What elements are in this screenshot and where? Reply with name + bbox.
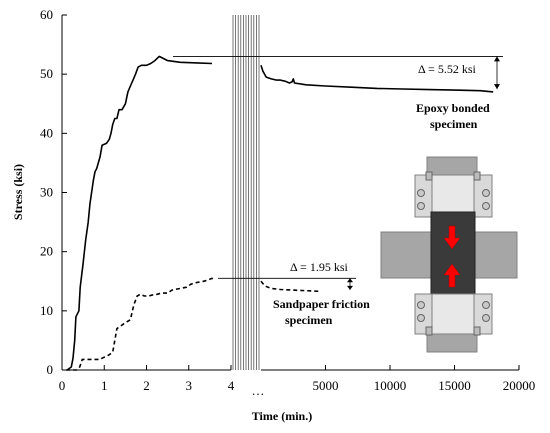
bolt: [417, 301, 425, 309]
sandpaper-series-left: [66, 277, 215, 371]
y-tick-label: 60: [40, 7, 53, 22]
fixture-bottom-inner: [431, 293, 475, 335]
x-tick-label: 0: [59, 378, 66, 393]
sandpaper-delta-arrowhead-up: [347, 278, 353, 283]
sandpaper-delta-label: Δ = 1.95 ksi: [290, 260, 348, 274]
bolt: [482, 301, 490, 309]
fixture-top-inner: [431, 174, 475, 218]
epoxy-delta-label: Δ = 5.52 ksi: [418, 62, 476, 76]
x-tick-label: 3: [186, 378, 193, 393]
bolt: [482, 189, 490, 197]
x-tick-label: 10000: [374, 378, 407, 393]
epoxy-label-line1: Epoxy bonded: [416, 101, 490, 115]
sandpaper-label-line2: specimen: [285, 313, 333, 327]
y-tick-label: 40: [40, 125, 53, 140]
x-tick-label: 5000: [313, 378, 339, 393]
y-tick-label: 0: [47, 362, 54, 377]
bolt: [417, 314, 425, 322]
test-fixture-inset: [380, 156, 518, 353]
grip-nut: [473, 326, 481, 336]
fixture-top-tab: [426, 156, 478, 176]
arrow-up-icon: [443, 263, 461, 288]
epoxy-series-left: [66, 55, 213, 371]
sandpaper-series-right: [260, 280, 320, 293]
x-tick-label: 15000: [438, 378, 471, 393]
series-layer: [66, 55, 494, 371]
epoxy-delta-arrowhead-up: [494, 56, 500, 62]
grip-nut: [473, 171, 481, 181]
fixture-bottom-tab: [426, 333, 478, 353]
epoxy-label-line2: specimen: [430, 117, 478, 131]
x-axis-title: Time (min.): [252, 409, 312, 423]
axis-break-band: [232, 15, 260, 370]
x-tick-label: 20000: [503, 378, 536, 393]
grip-nut: [425, 171, 433, 181]
delta-annotations: [173, 56, 503, 290]
arrow-down-icon: [443, 225, 461, 250]
x-tick-label: 2: [143, 378, 150, 393]
bolt: [417, 202, 425, 210]
x-ticks-left: 0 1 2 3 4: [59, 365, 235, 393]
x-ticks-right: 5000 10000 15000 20000: [313, 365, 536, 393]
axis-break-marker: …: [252, 383, 265, 398]
y-tick-label: 50: [40, 66, 53, 81]
x-tick-label: 4: [228, 378, 235, 393]
y-tick-label: 10: [40, 303, 53, 318]
bolt: [482, 202, 490, 210]
bolt: [417, 189, 425, 197]
epoxy-series-right: [260, 65, 494, 93]
y-ticks: 0 10 20 30 40 50 60: [40, 7, 67, 377]
x-tick-label: 1: [101, 378, 108, 393]
sandpaper-delta-arrowhead-down: [347, 285, 353, 290]
epoxy-delta-arrowhead-down: [494, 84, 500, 90]
sandpaper-label-line1: Sandpaper friction: [273, 297, 370, 311]
y-tick-label: 30: [40, 185, 53, 200]
grip-nut: [425, 326, 433, 336]
bolt: [482, 314, 490, 322]
y-tick-label: 20: [40, 244, 53, 259]
y-axis-title: Stress (ksi): [11, 164, 25, 220]
